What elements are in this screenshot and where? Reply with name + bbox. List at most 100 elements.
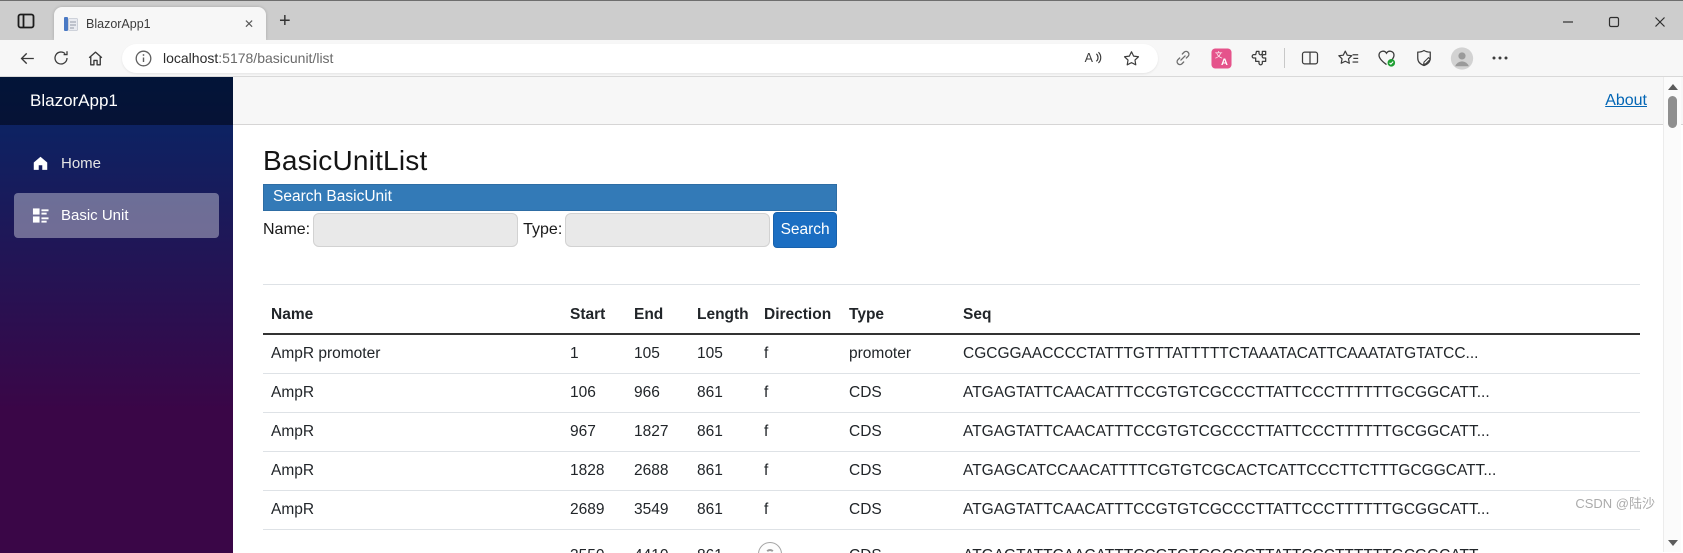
back-button[interactable]	[10, 43, 44, 73]
web-capture-button[interactable]	[1412, 46, 1436, 70]
tab-favicon	[64, 16, 78, 31]
browser-essentials-button[interactable]	[1374, 46, 1398, 70]
name-input[interactable]	[313, 213, 519, 247]
col-header-end: End	[626, 284, 689, 335]
minimize-button[interactable]	[1545, 2, 1591, 41]
article: BasicUnitList Search BasicUnit Name: Typ…	[233, 125, 1683, 530]
sidebar-item-label: Basic Unit	[61, 207, 129, 224]
home-nav-icon	[33, 156, 48, 170]
col-header-direction: Direction	[756, 284, 841, 335]
partial-table-row: 3550 4410 861 f CDS ATGAGTATTCAACATTTCCG…	[263, 543, 1640, 553]
split-screen-icon	[1301, 51, 1319, 65]
maximize-icon	[1608, 16, 1620, 27]
search-panel-heading: Search BasicUnit	[263, 184, 837, 211]
table-row: AmpR 106 966 861 f CDS ATGAGTATTCAACATTT…	[263, 373, 1640, 413]
back-icon	[20, 52, 34, 64]
main-content: About BasicUnitList Search BasicUnit Nam…	[233, 77, 1683, 553]
search-button[interactable]: Search	[773, 212, 837, 248]
search-panel: Search BasicUnit Name: Type: Search	[263, 184, 837, 248]
profile-button[interactable]	[1450, 46, 1474, 70]
close-icon	[1655, 16, 1665, 27]
cell-name: AmpR	[263, 490, 562, 530]
table-row: AmpR 2689 3549 861 f CDS ATGAGTATTCAACAT…	[263, 490, 1640, 530]
address-bar[interactable]: localhost:5178/basicunit/list A	[122, 43, 1158, 73]
cell-end: 1827	[626, 412, 689, 452]
cell-end: 2688	[626, 451, 689, 491]
split-screen-button[interactable]	[1298, 46, 1322, 70]
cell-type: CDS	[841, 490, 955, 530]
search-panel-body: Name: Type: Search	[263, 212, 837, 248]
cell-name: AmpR promoter	[263, 334, 562, 374]
star-icon	[1123, 50, 1139, 65]
cell-name: AmpR	[263, 451, 562, 491]
svg-text:A: A	[1221, 57, 1228, 68]
workspaces-icon	[17, 13, 35, 28]
svg-text:A: A	[1085, 51, 1094, 65]
cell-direction: f	[756, 334, 841, 374]
cell-direction: f	[756, 412, 841, 452]
translate-button[interactable]: 文 A	[1209, 46, 1233, 70]
scrollbar-down-arrow[interactable]	[1668, 540, 1678, 546]
read-aloud-button[interactable]: A	[1081, 46, 1105, 70]
extensions-button[interactable]	[1247, 46, 1271, 70]
favorite-this-page-button[interactable]	[1119, 46, 1143, 70]
close-window-button[interactable]	[1637, 2, 1683, 41]
url-host: localhost	[163, 50, 219, 66]
svg-text:文: 文	[1214, 49, 1222, 59]
cell-length: 105	[689, 334, 756, 374]
minimize-icon	[1563, 20, 1573, 23]
sidebar-item-basic-unit[interactable]: Basic Unit	[14, 193, 219, 238]
browser-tab[interactable]: BlazorApp1 ✕	[54, 7, 266, 40]
read-aloud-icon: A	[1085, 51, 1102, 65]
settings-menu-button[interactable]	[1488, 46, 1512, 70]
tab-close-icon[interactable]: ✕	[243, 16, 254, 31]
sidebar-item-home[interactable]: Home	[0, 144, 233, 182]
cell-seq: ATGAGTATTCAACATTTCCGTGTCGCCCTTATTCCCTTTT…	[955, 412, 1640, 452]
cell-type: CDS	[841, 373, 955, 413]
translate-icon: 文 A	[1210, 47, 1232, 69]
tab-actions-button[interactable]	[15, 10, 37, 32]
new-tab-button[interactable]: +	[279, 9, 291, 32]
home-icon	[88, 50, 102, 66]
sidebar-brand[interactable]: BlazorApp1	[0, 77, 233, 125]
cell-type: promoter	[841, 334, 955, 374]
cell-seq: ATGAGTATTCAACATTTCCGTGTCGCCCTTATTCCCTTTT…	[955, 373, 1640, 413]
cell-direction: f	[756, 451, 841, 491]
extensions-puzzle-icon	[1251, 50, 1267, 66]
cell-name: AmpR	[263, 373, 562, 413]
partial-cell-type: CDS	[849, 547, 882, 553]
cell-seq: ATGAGCATCCAACATTTTCGTGTCGCACTCATTCCCTTCT…	[955, 451, 1640, 491]
about-link[interactable]: About	[1605, 91, 1647, 109]
type-input[interactable]	[565, 213, 771, 247]
table-row: AmpR 967 1827 861 f CDS ATGAGTATTCAACATT…	[263, 412, 1640, 452]
type-label: Type:	[523, 221, 563, 238]
sidebar-item-label: Home	[61, 154, 102, 172]
toolbar-extensions-area: 文 A	[1164, 46, 1519, 70]
scrollbar-up-arrow[interactable]	[1668, 84, 1678, 90]
col-header-start: Start	[562, 284, 626, 335]
favorites-button[interactable]	[1336, 46, 1360, 70]
cell-end: 105	[626, 334, 689, 374]
cell-start: 1	[562, 334, 626, 374]
cell-start: 2689	[562, 490, 626, 530]
shield-edit-icon	[1417, 49, 1431, 67]
tab-strip: BlazorApp1 ✕ +	[0, 0, 1683, 40]
home-button[interactable]	[78, 43, 112, 73]
essentials-heart-icon	[1377, 50, 1395, 67]
basic-unit-table: Name Start End Length Direction Type Seq…	[263, 284, 1640, 530]
cell-type: CDS	[841, 451, 955, 491]
cell-length: 861	[689, 490, 756, 530]
maximize-button[interactable]	[1591, 2, 1637, 41]
refresh-button[interactable]	[44, 43, 78, 73]
vertical-scrollbar[interactable]	[1663, 77, 1681, 552]
chevron-up-icon	[765, 549, 775, 553]
col-header-name: Name	[263, 284, 562, 335]
site-info-icon[interactable]	[135, 50, 152, 67]
scrollbar-thumb[interactable]	[1668, 96, 1677, 128]
url-text[interactable]: localhost:5178/basicunit/list	[163, 50, 333, 66]
sidebar-nav: Home Basic Unit	[0, 125, 233, 238]
favorites-star-icon	[1337, 50, 1358, 64]
cell-type: CDS	[841, 412, 955, 452]
link-tool-button[interactable]	[1171, 46, 1195, 70]
